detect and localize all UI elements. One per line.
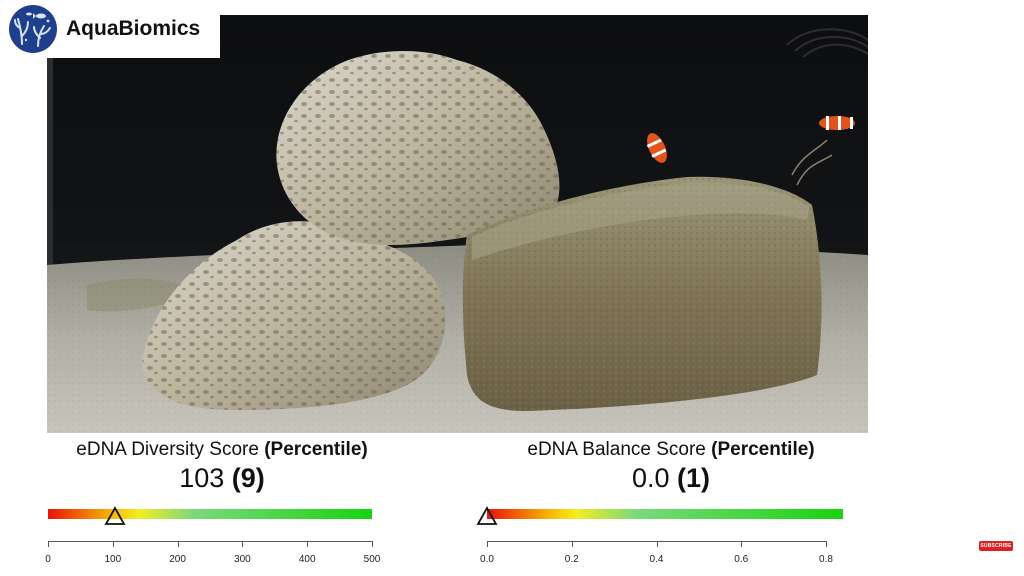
balance-axis-tick: [656, 541, 658, 547]
diversity-axis-tick-label: 100: [104, 554, 122, 565]
balance-score-value: 0.0 (1): [631, 463, 711, 493]
diversity-axis-tick: [177, 541, 179, 547]
balance-axis-tick: [487, 541, 488, 547]
balance-axis-tick-label: 0.6: [734, 554, 749, 565]
brand-logo: AquaBiomics: [0, 0, 220, 58]
balance-axis-tick: [571, 541, 573, 547]
diversity-axis-tick: [242, 541, 244, 547]
diversity-axis-tick-label: 500: [363, 554, 381, 565]
diversity-axis-tick-label: 200: [169, 554, 186, 565]
diversity-gradient-bar: [48, 509, 372, 519]
balance-axis-tick-label: 0.0: [480, 554, 494, 565]
balance-axis-tick-label: 0.2: [564, 554, 579, 565]
balance-axis-tick-label: 0.8: [819, 554, 833, 565]
diversity-axis-tick-label: 0: [45, 554, 51, 565]
diversity-marker-icon: [104, 506, 126, 525]
diversity-axis-tick: [48, 541, 49, 547]
balance-score-title: eDNA Balance Score (Percentile): [527, 439, 815, 460]
balance-marker-icon: [476, 506, 498, 525]
balance-axis-tick: [826, 541, 827, 547]
diversity-score-title: eDNA Diversity Score (Percentile): [76, 439, 368, 460]
balance-axis: 0.0 0.2 0.4 0.6 0.8: [480, 541, 833, 571]
diversity-score-value: 103 (9): [179, 463, 265, 493]
subscribe-button[interactable]: SUBSCRIBE: [979, 541, 1013, 551]
diversity-axis-tick-label: 400: [298, 554, 316, 565]
diversity-axis-tick: [372, 541, 373, 547]
diversity-axis: 0 100 200 300 400 500: [45, 541, 380, 571]
diversity-axis-tick-label: 300: [234, 554, 251, 565]
diversity-axis-tick: [307, 541, 309, 547]
balance-gradient-bar: [487, 509, 843, 519]
diversity-axis-tick: [112, 541, 114, 547]
coral-fish-logo-icon: [9, 5, 57, 53]
balance-axis-tick-label: 0.4: [649, 554, 664, 565]
brand-name: AquaBiomics: [66, 17, 201, 40]
aquarium-photo: [47, 15, 868, 433]
balance-axis-tick: [741, 541, 743, 547]
